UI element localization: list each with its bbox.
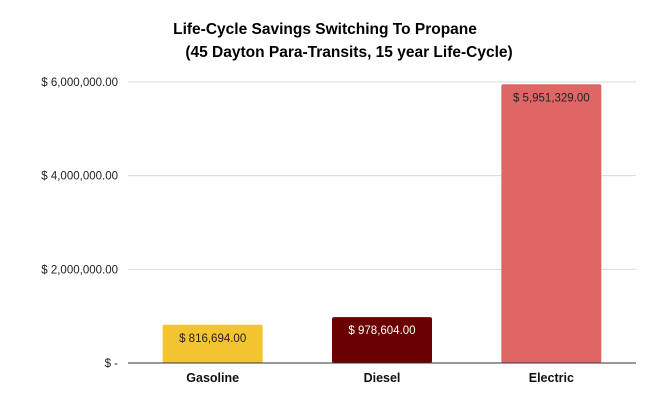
y-tick-label: $ 4,000,000.00 bbox=[41, 171, 118, 183]
chart-title: Life-Cycle Savings Switching To Propane … bbox=[0, 18, 658, 64]
chart-title-line-2: (45 Dayton Para-Transits, 15 year Life-C… bbox=[185, 44, 513, 61]
y-tick-label: $ 6,000,000.00 bbox=[41, 77, 118, 89]
data-label: $ 978,604.00 bbox=[348, 325, 415, 337]
bar-electric bbox=[501, 84, 602, 364]
x-tick-label: Gasoline bbox=[186, 371, 239, 385]
y-tick-label: $ 2,000,000.00 bbox=[41, 264, 118, 276]
data-label: $ 5,951,329.00 bbox=[513, 92, 590, 104]
x-tick-label: Diesel bbox=[364, 371, 401, 385]
chart-title-line-1: Life-Cycle Savings Switching To Propane bbox=[173, 21, 477, 38]
bar-gasoline bbox=[162, 324, 263, 363]
y-tick-label: $ - bbox=[105, 358, 119, 370]
bar-diesel bbox=[332, 317, 432, 363]
x-tick-label: Electric bbox=[529, 371, 574, 385]
data-label: $ 816,694.00 bbox=[179, 333, 246, 345]
